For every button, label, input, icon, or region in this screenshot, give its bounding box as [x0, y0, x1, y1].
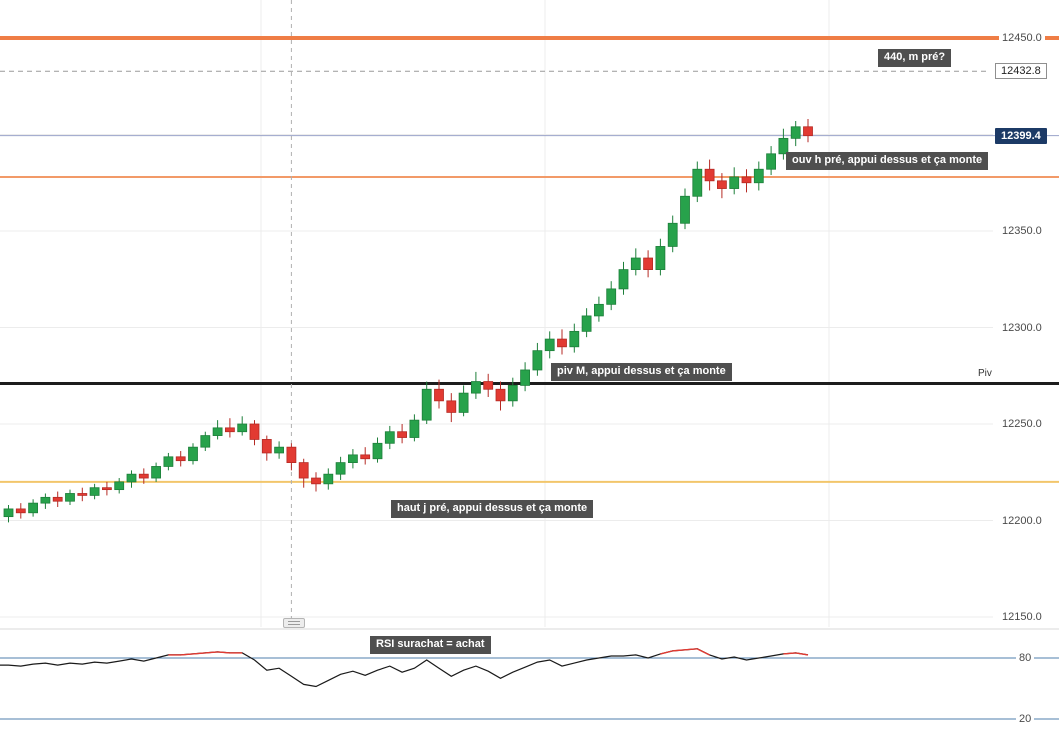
- rsi-levels: [0, 657, 1059, 720]
- price-axis-label: 12450.0: [999, 32, 1045, 44]
- price-axis-label: 12150.0: [999, 611, 1045, 623]
- chart-annotation[interactable]: RSI surachat = achat: [370, 636, 491, 654]
- grip-line-icon: [288, 621, 300, 622]
- price-axis-label: 12200.0: [999, 514, 1045, 527]
- last-price-tag: 12399.4: [995, 127, 1047, 144]
- price-axis-label: 12350.0: [999, 225, 1045, 237]
- chart-annotation[interactable]: haut j pré, appui dessus et ça monte: [391, 500, 594, 518]
- chart-annotation[interactable]: piv M, appui dessus et ça monte: [551, 363, 732, 381]
- price-axis-label: 12250.0: [999, 418, 1045, 430]
- chart-annotation[interactable]: ouv h pré, appui dessus et ça monte: [786, 152, 989, 170]
- price-axis-label: 12300.0: [999, 321, 1045, 334]
- candles: [3, 119, 813, 523]
- price-levels: [0, 36, 1059, 483]
- gridlines: [0, 0, 1059, 630]
- rsi-line: [0, 648, 809, 688]
- price-axis-label: 12432.8: [995, 63, 1047, 80]
- grip-line-icon: [288, 624, 300, 625]
- chart-annotation[interactable]: 440, m pré?: [878, 49, 952, 67]
- rsi-level-20-label: 20: [1016, 713, 1035, 725]
- pane-resize-handle[interactable]: [283, 618, 305, 628]
- rsi-level-80-label: 80: [1016, 652, 1035, 664]
- pivot-line-label: Piv: [976, 368, 994, 379]
